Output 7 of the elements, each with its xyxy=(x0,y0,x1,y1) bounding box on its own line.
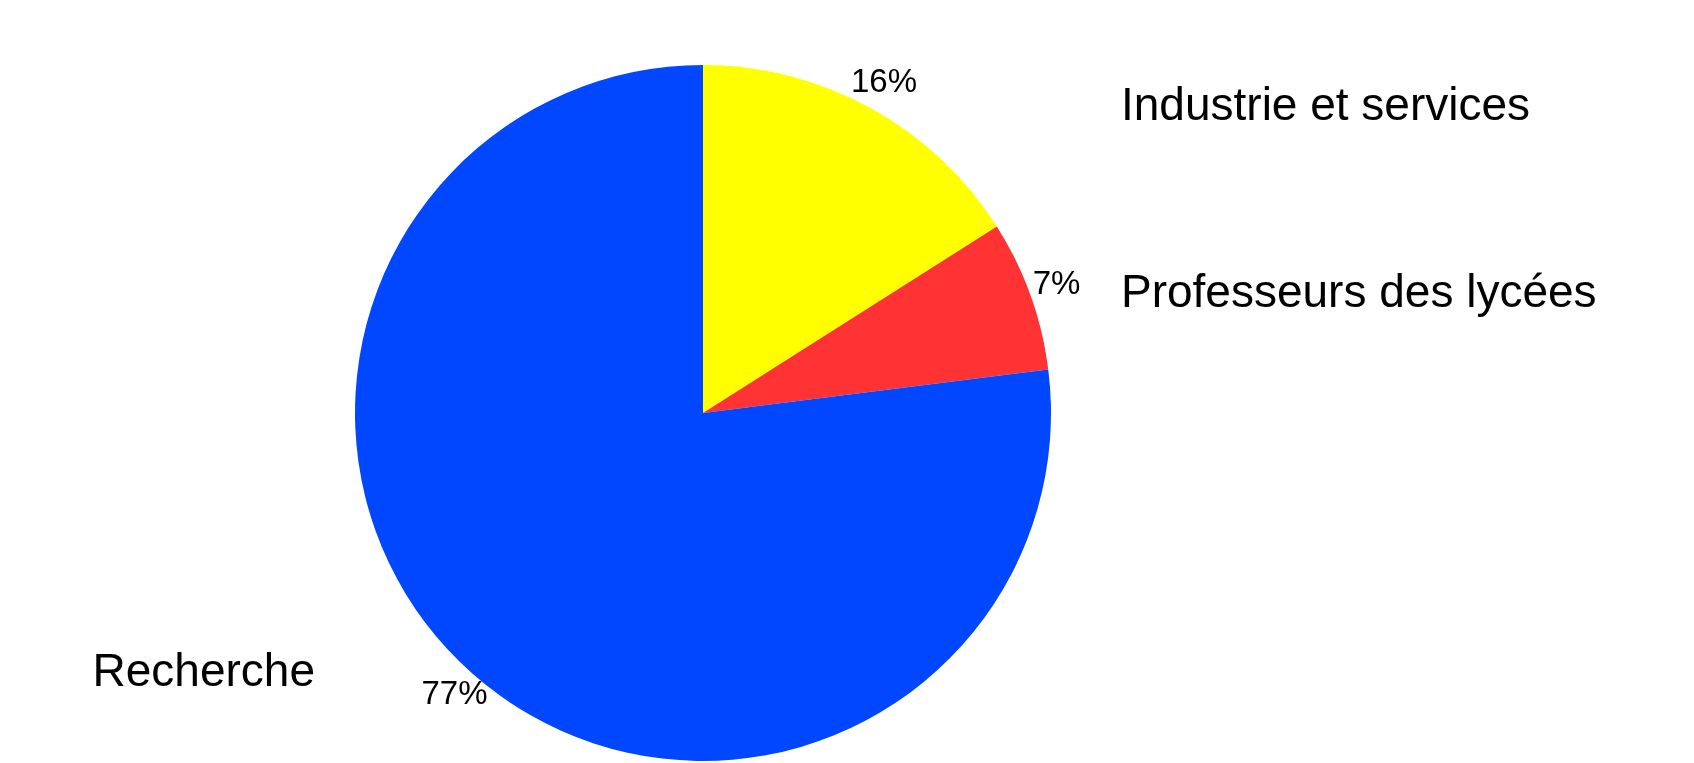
data-label: 7% xyxy=(1032,264,1081,302)
data-label: 16% xyxy=(851,62,918,100)
slice-label: Recherche xyxy=(92,644,315,697)
data-label: 77% xyxy=(421,673,488,711)
slice-label: Industrie et services xyxy=(1121,78,1531,131)
slice-label: Professeurs des lycées xyxy=(1121,265,1597,318)
pie-slice xyxy=(703,65,997,413)
